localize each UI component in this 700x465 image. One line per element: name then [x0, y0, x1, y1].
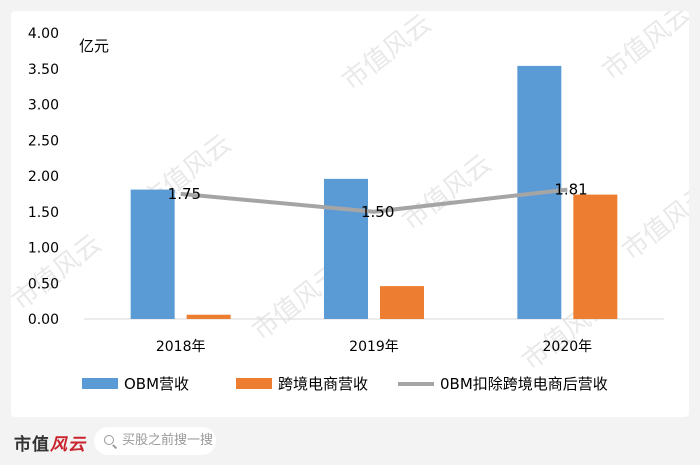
bar-cross-border — [573, 194, 618, 319]
bar-obm — [324, 178, 368, 319]
footer-bar: 市值风云 买股之前搜一搜 — [0, 417, 700, 465]
x-tick-label: 2020年 — [543, 339, 593, 355]
legend-label-cross-border: 跨境电商营收 — [278, 375, 368, 393]
search-input[interactable]: 买股之前搜一搜 — [94, 427, 216, 455]
legend-swatch-cross-border — [236, 378, 272, 389]
y-tick-label: 4.00 — [28, 26, 59, 42]
watermark-text: 市值风云 — [11, 229, 107, 317]
legend-label-obm-net: 0BM扣除跨境电商后营收 — [440, 375, 608, 393]
legend-swatch-obm — [82, 378, 118, 389]
data-label: 1.50 — [361, 203, 394, 221]
y-tick-label: 1.50 — [28, 205, 59, 221]
chart-card: 市值风云 市值风云 市值风云 市值风云 市值风云 市值风云 市值风云 市值风云 亿元 0.00… — [11, 11, 689, 417]
x-tick-label: 2018年 — [156, 339, 206, 355]
search-icon — [104, 435, 114, 445]
watermark-text: 市值风云 — [337, 11, 437, 97]
watermark-text: 市值风云 — [617, 179, 689, 267]
bar-obm — [130, 189, 175, 319]
legend: OBM营收 跨境电商营收 0BM扣除跨境电商后营收 — [82, 375, 608, 393]
line-series: 1.75 1.50 1.81 — [168, 181, 588, 221]
data-label: 1.75 — [168, 185, 201, 203]
watermark-text: 市值风云 — [397, 149, 497, 237]
bar-cross-border — [186, 314, 231, 319]
y-tick-label: 1.00 — [28, 241, 59, 257]
y-tick-label: 0.00 — [28, 312, 59, 328]
data-label: 1.81 — [554, 181, 587, 199]
unit-label: 亿元 — [79, 37, 109, 55]
x-axis: 2018年 2019年 2020年 — [156, 339, 592, 355]
brand-logo[interactable]: 市值风云 — [14, 430, 86, 455]
brand-script: 风云 — [50, 435, 86, 455]
watermark-text: 市值风云 — [597, 11, 689, 87]
bar-cross-border — [380, 286, 424, 319]
brand-text: 市值 — [14, 435, 50, 455]
line-obm-net — [180, 187, 568, 214]
y-tick-label: 2.00 — [28, 169, 59, 185]
y-axis: 0.00 0.50 1.00 1.50 2.00 2.50 3.00 3.50 4.00 — [28, 26, 59, 328]
y-tick-label: 2.50 — [28, 133, 59, 149]
legend-label-obm: OBM营收 — [124, 375, 189, 393]
y-tick-label: 3.50 — [28, 62, 59, 78]
search-placeholder: 买股之前搜一搜 — [122, 433, 214, 448]
y-tick-label: 3.00 — [28, 98, 59, 114]
x-tick-label: 2019年 — [349, 339, 399, 355]
y-tick-label: 0.50 — [28, 276, 59, 292]
